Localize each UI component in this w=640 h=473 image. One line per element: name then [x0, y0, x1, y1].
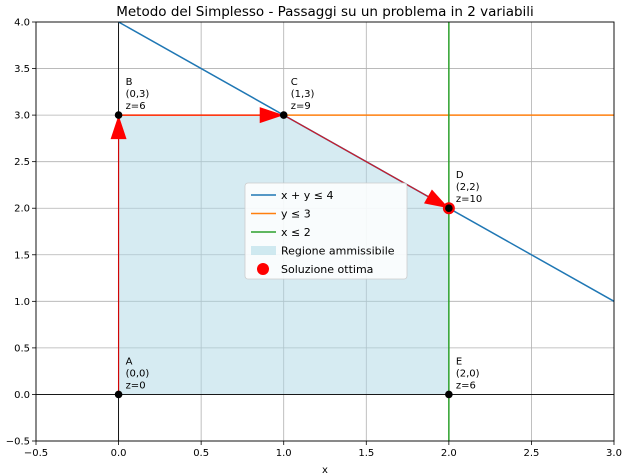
chart-title: Metodo del Simplesso - Passaggi su un pr…: [116, 4, 534, 20]
path-arrowhead: [110, 115, 127, 140]
legend-label: Soluzione ottima: [281, 263, 373, 276]
y-tick-label: 4.0: [14, 18, 30, 29]
vertex-label: z=6: [456, 380, 476, 391]
path-arrowhead: [424, 189, 449, 209]
vertex-label: z=0: [126, 380, 146, 391]
x-tick-label: 1.0: [276, 448, 292, 459]
axis-ticks: −0.5 0.0 0.5 1.0 1.5 2.0 2.5 3.0 −0.5 0.0 0.5 1.0 1.…: [6, 18, 622, 460]
legend-box: [244, 182, 408, 280]
vertex-point: [114, 111, 123, 119]
vertex-label: (2,2): [456, 182, 480, 193]
vertex-label: (0,3): [126, 89, 150, 100]
vertex-label: B: [126, 77, 133, 88]
legend-label: x + y ≤ 4: [281, 189, 333, 202]
x-tick-label: −0.5: [24, 448, 48, 459]
plot-frame: [35, 21, 615, 442]
vertex-point: [445, 390, 453, 399]
vertex-point: [279, 111, 288, 119]
path-segment: [283, 114, 450, 209]
y-tick-label: 2.5: [14, 157, 30, 168]
y-tick-label: 0.0: [14, 390, 30, 401]
y-tick-label: 1.0: [14, 297, 30, 308]
vertex-label: z=6: [126, 101, 146, 112]
vertex-label: E: [456, 356, 462, 367]
vertex-label: A: [126, 356, 133, 367]
legend: x + y ≤ 4 y ≤ 3 x ≤ 2 Regione ammissibile So…: [244, 182, 408, 280]
vertex-label: z=9: [291, 101, 311, 112]
vertex-points: [114, 111, 455, 399]
x-tick-label: 2.5: [523, 448, 539, 459]
legend-label: y ≤ 3: [281, 208, 311, 221]
vertex-label: z=10: [456, 194, 482, 205]
plot-border: [35, 21, 615, 442]
path-arrowhead: [259, 107, 284, 124]
x-axis-label: x: [322, 465, 328, 473]
y-tick-label: 1.5: [14, 250, 30, 261]
x-tick-label: 0.5: [193, 448, 209, 459]
x-tick-label: 0.0: [111, 448, 127, 459]
y-tick-label: 3.5: [14, 64, 30, 75]
x-tick-label: 2.0: [441, 448, 457, 459]
simplex-path: [110, 107, 450, 395]
vertex-point: [114, 390, 123, 399]
legend-marker-swatch: [257, 263, 269, 275]
vertex-label: (2,0): [456, 368, 480, 379]
vertex-point: [445, 204, 453, 213]
legend-label: x ≤ 2: [281, 226, 311, 239]
vertex-label: (0,0): [126, 368, 150, 379]
y-tick-label: −0.5: [6, 437, 30, 448]
y-tick-label: 3.0: [14, 111, 30, 122]
vertex-label: C: [291, 77, 298, 88]
y-tick-label: 0.5: [14, 343, 30, 354]
vertex-label: (1,3): [291, 89, 315, 100]
legend-label: Regione ammissibile: [281, 245, 395, 258]
x-tick-label: 1.5: [358, 448, 374, 459]
x-tick-label: 3.0: [606, 448, 622, 459]
vertex-label: D: [456, 170, 464, 181]
legend-patch-swatch: [251, 246, 276, 255]
y-tick-label: 2.0: [14, 204, 30, 215]
vertex-labels: A(0,0)z=0B(0,3)z=6C(1,3)z=9D(2,2)z=10E(2…: [126, 77, 483, 391]
